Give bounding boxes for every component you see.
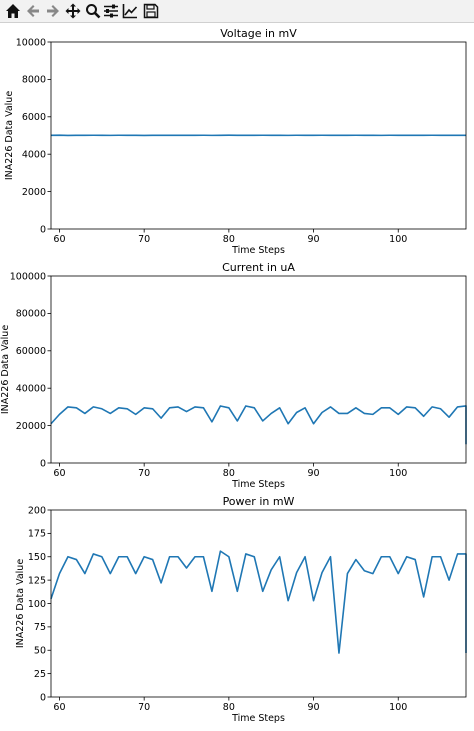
x-tick-label: 60	[53, 702, 65, 713]
y-tick-label: 60000	[16, 346, 46, 357]
pan-icon[interactable]	[63, 1, 83, 21]
axes-frame	[50, 41, 467, 230]
y-tick-label: 10000	[16, 37, 46, 48]
y-tick-label: 80000	[16, 309, 46, 320]
y-tick-label: 75	[34, 622, 46, 633]
y-tick-label: 50	[34, 646, 46, 657]
x-tick-label: 90	[308, 468, 320, 479]
y-tick-label: 200	[28, 505, 46, 516]
x-axis-label: Time Steps	[231, 713, 285, 724]
home-icon[interactable]	[3, 1, 23, 21]
x-tick-label: 80	[223, 234, 235, 245]
x-tick-label: 80	[223, 468, 235, 479]
series-line	[50, 405, 467, 445]
x-axis-label: Time Steps	[231, 245, 285, 256]
subplot-2: Current in uA 60 70 80 90 100 0 20000 40000 60000…	[0, 261, 467, 490]
toolbar	[0, 0, 474, 23]
back-icon[interactable]	[23, 1, 43, 21]
x-tick-label: 70	[138, 468, 150, 479]
y-tick-label: 125	[28, 575, 46, 586]
x-tick-label: 70	[138, 702, 150, 713]
y-tick-label: 25	[34, 669, 46, 680]
y-axis-label: INA226 Data Value	[15, 559, 26, 649]
axes-frame	[50, 509, 467, 698]
y-tick-label: 100	[28, 599, 46, 610]
y-tick-label: 6000	[22, 112, 46, 123]
y-tick-label: 4000	[22, 150, 46, 161]
configure-subplots-icon[interactable]	[101, 1, 121, 21]
subplot-1: Voltage in mV 60 70 80 90 100 0 2000 4000 6000 800…	[4, 27, 467, 256]
y-tick-label: 0	[40, 224, 46, 235]
y-tick-label: 150	[28, 552, 46, 563]
x-tick-label: 90	[308, 702, 320, 713]
y-tick-label: 2000	[22, 187, 46, 198]
y-tick-label: 40000	[16, 384, 46, 395]
x-axis-label: Time Steps	[231, 479, 285, 490]
y-axis-label: INA226 Data Value	[4, 91, 15, 181]
y-tick-label: 100000	[10, 271, 46, 282]
x-tick-label: 100	[389, 234, 407, 245]
y-tick-label: 0	[40, 458, 46, 469]
x-tick-label: 70	[138, 234, 150, 245]
y-tick-label: 0	[40, 692, 46, 703]
series-line	[50, 550, 467, 654]
x-tick-label: 100	[389, 468, 407, 479]
x-tick-label: 80	[223, 702, 235, 713]
edit-axis-icon[interactable]	[120, 1, 140, 21]
x-tick-label: 60	[53, 234, 65, 245]
x-tick-label: 100	[389, 702, 407, 713]
x-tick-label: 60	[53, 468, 65, 479]
axes-frame	[50, 275, 467, 464]
y-axis-label: INA226 Data Value	[0, 325, 11, 415]
chart-title: Voltage in mV	[220, 27, 297, 40]
chart-title: Current in uA	[222, 261, 295, 274]
zoom-icon[interactable]	[83, 1, 103, 21]
chart-title: Power in mW	[223, 495, 295, 508]
subplot-3: Power in mW 60 70 80 90 100 0 25 50 75 100 125 150 17…	[15, 495, 467, 724]
forward-icon[interactable]	[43, 1, 63, 21]
y-tick-label: 175	[28, 529, 46, 540]
save-icon[interactable]	[141, 1, 161, 21]
y-tick-label: 8000	[22, 75, 46, 86]
y-tick-label: 20000	[16, 421, 46, 432]
x-tick-label: 90	[308, 234, 320, 245]
